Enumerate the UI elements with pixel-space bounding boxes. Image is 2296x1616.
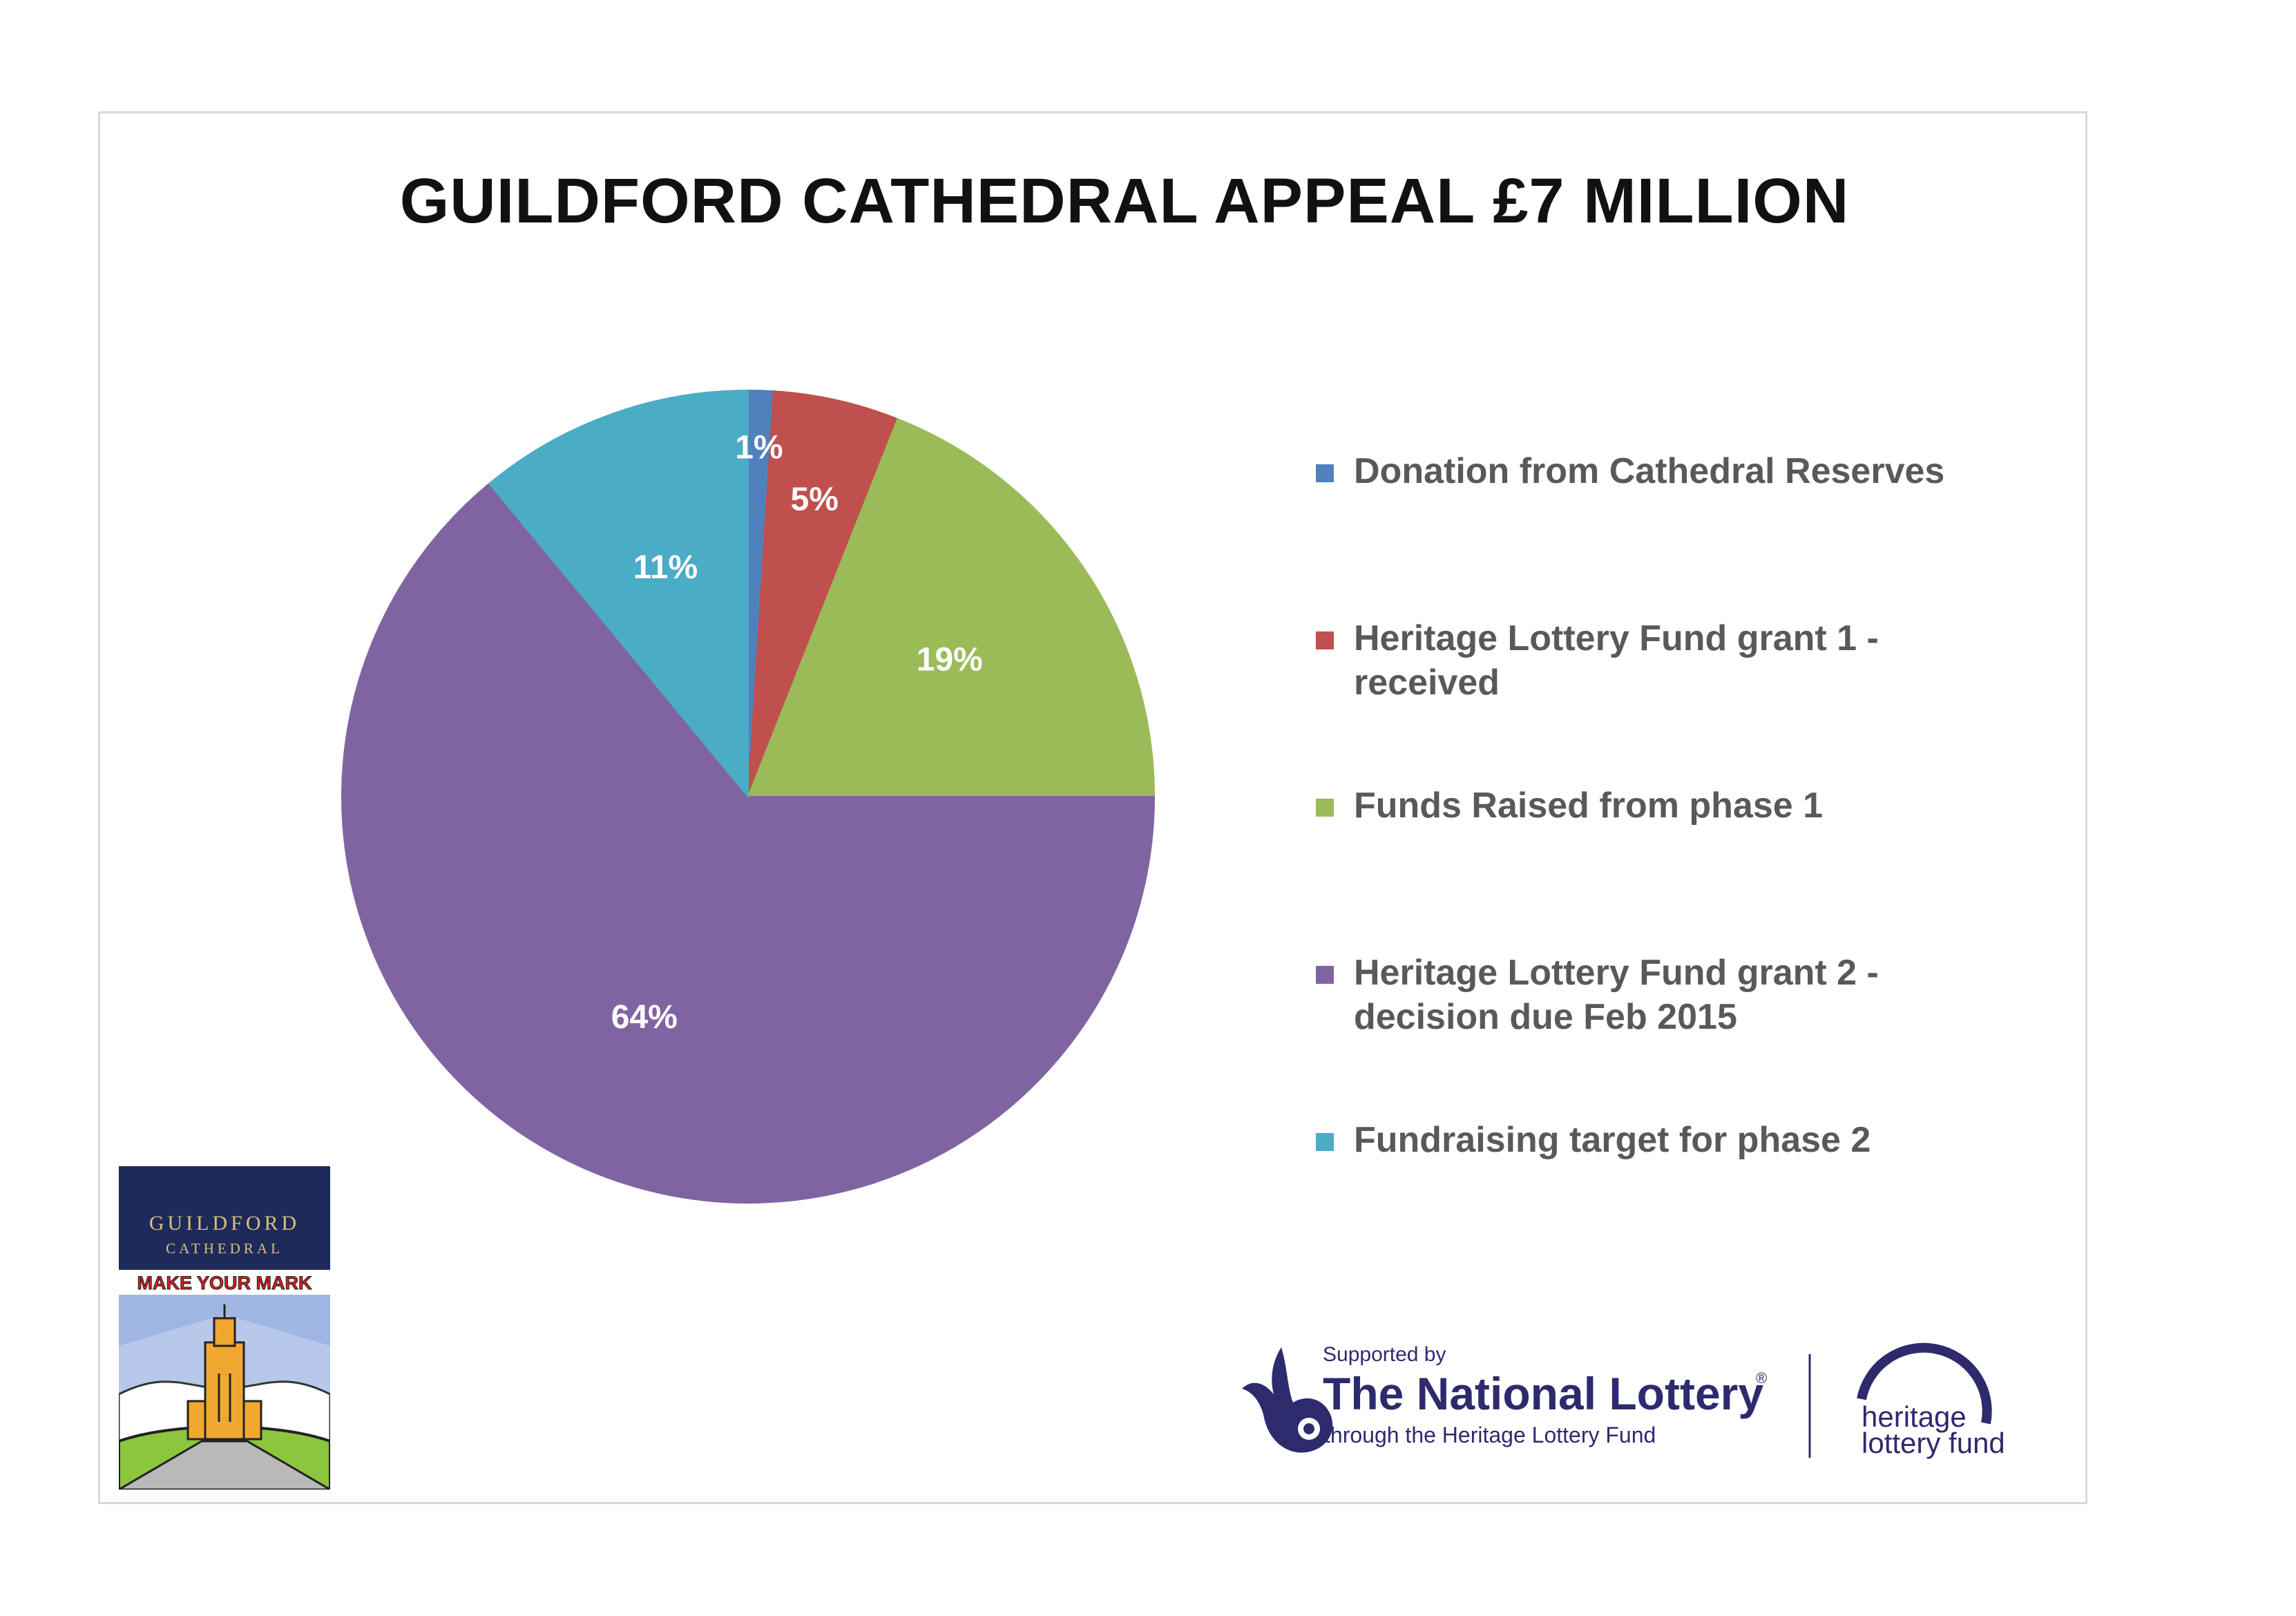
- guildford-cathedral-badge: GUILDFORD CATHEDRAL MAKE YOUR MARK: [119, 1166, 330, 1490]
- national-lottery-crossed-fingers-icon: [1242, 1347, 1333, 1453]
- legend-swatch: [1316, 1133, 1334, 1151]
- legend-swatch: [1316, 799, 1334, 817]
- legend-swatch: [1316, 966, 1334, 984]
- legend-label: Heritage Lottery Fund grant 1 - received: [1354, 618, 1879, 703]
- supported-by-text: Supported by: [1323, 1343, 1446, 1366]
- badge-line1: GUILDFORD: [149, 1212, 300, 1235]
- legend-swatch: [1316, 464, 1334, 482]
- national-lottery-name: The National Lottery: [1323, 1368, 1763, 1419]
- through-hlf-text: through the Heritage Lottery Fund: [1324, 1423, 1656, 1447]
- legend-swatch: [1316, 631, 1334, 649]
- pie-slice-2: [747, 390, 899, 797]
- legend-label: Donation from Cathedral Reserves: [1354, 451, 1945, 491]
- sponsor-logos: Supported by The National Lottery ® thro…: [1242, 1342, 2005, 1459]
- hlf-arch-icon: [1857, 1342, 1992, 1425]
- pie-data-label-2: 5%: [791, 482, 839, 518]
- pie-data-label-5: 11%: [633, 549, 698, 586]
- chart-title: GUILDFORD CATHEDRAL APPEAL £7 MILLION: [399, 166, 1850, 236]
- badge-line2: CATHEDRAL: [166, 1240, 283, 1257]
- legend-label: Funds Raised from phase 1: [1354, 786, 1824, 826]
- pie-data-label-4: 64%: [611, 999, 678, 1036]
- hlf-line1: heritage: [1862, 1400, 1967, 1433]
- pie-slice-3: [747, 417, 1156, 797]
- pie-data-label-1: 1%: [735, 430, 783, 466]
- pie-data-label-3: 19%: [917, 642, 983, 678]
- legend-label: Fundraising target for phase 2: [1354, 1120, 1871, 1160]
- legend-label: Heritage Lottery Fund grant 2 - decision…: [1354, 953, 1879, 1037]
- pie-slice-5: [488, 389, 749, 799]
- badge-slogan: MAKE YOUR MARK: [137, 1273, 312, 1293]
- pie-slice-4: [341, 482, 1156, 1204]
- hlf-line2: lottery fund: [1862, 1427, 2005, 1459]
- registered-mark: ®: [1756, 1369, 1767, 1387]
